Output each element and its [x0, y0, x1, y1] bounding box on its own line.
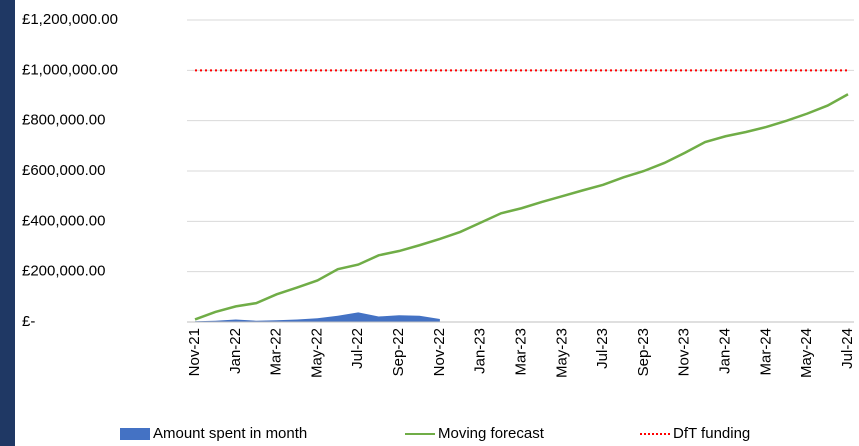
y-tick-label: £1,000,000.00 — [22, 61, 118, 78]
y-tick-label: £200,000.00 — [22, 263, 105, 280]
x-tick-label: Mar-22 — [268, 328, 285, 376]
y-tick-label: £800,000.00 — [22, 112, 105, 129]
legend-swatch — [120, 428, 150, 440]
area — [195, 312, 440, 322]
legend-label: Moving forecast — [438, 425, 545, 442]
x-tick-label: Sep-23 — [635, 328, 652, 376]
x-tick-label: May-24 — [798, 328, 815, 378]
y-tick-label: £600,000.00 — [22, 162, 105, 179]
x-tick-label: Nov-23 — [676, 328, 693, 376]
x-tick-label: Nov-22 — [431, 328, 448, 376]
x-tick-label: Jul-24 — [839, 328, 856, 369]
x-tick-label: Nov-21 — [186, 328, 203, 376]
legend-label: Amount spent in month — [153, 425, 307, 442]
x-tick-label: Jan-22 — [227, 328, 244, 374]
line — [194, 93, 849, 321]
x-tick-label: Mar-23 — [512, 328, 529, 376]
x-tick-label: Jul-22 — [349, 328, 366, 369]
x-tick-label: Jan-24 — [717, 328, 734, 374]
x-tick-label: Jul-23 — [594, 328, 611, 369]
legend-label: DfT funding — [673, 425, 750, 442]
x-tick-label: Mar-24 — [757, 328, 774, 376]
x-tick-label: May-22 — [308, 328, 325, 378]
frame-edge — [0, 0, 15, 446]
y-tick-label: £1,200,000.00 — [22, 11, 118, 28]
x-tick-label: Jan-23 — [472, 328, 489, 374]
x-tick-label: May-23 — [553, 328, 570, 378]
x-tick-label: Sep-22 — [390, 328, 407, 376]
y-tick-label: £400,000.00 — [22, 212, 105, 229]
y-tick-label: £- — [22, 313, 35, 330]
